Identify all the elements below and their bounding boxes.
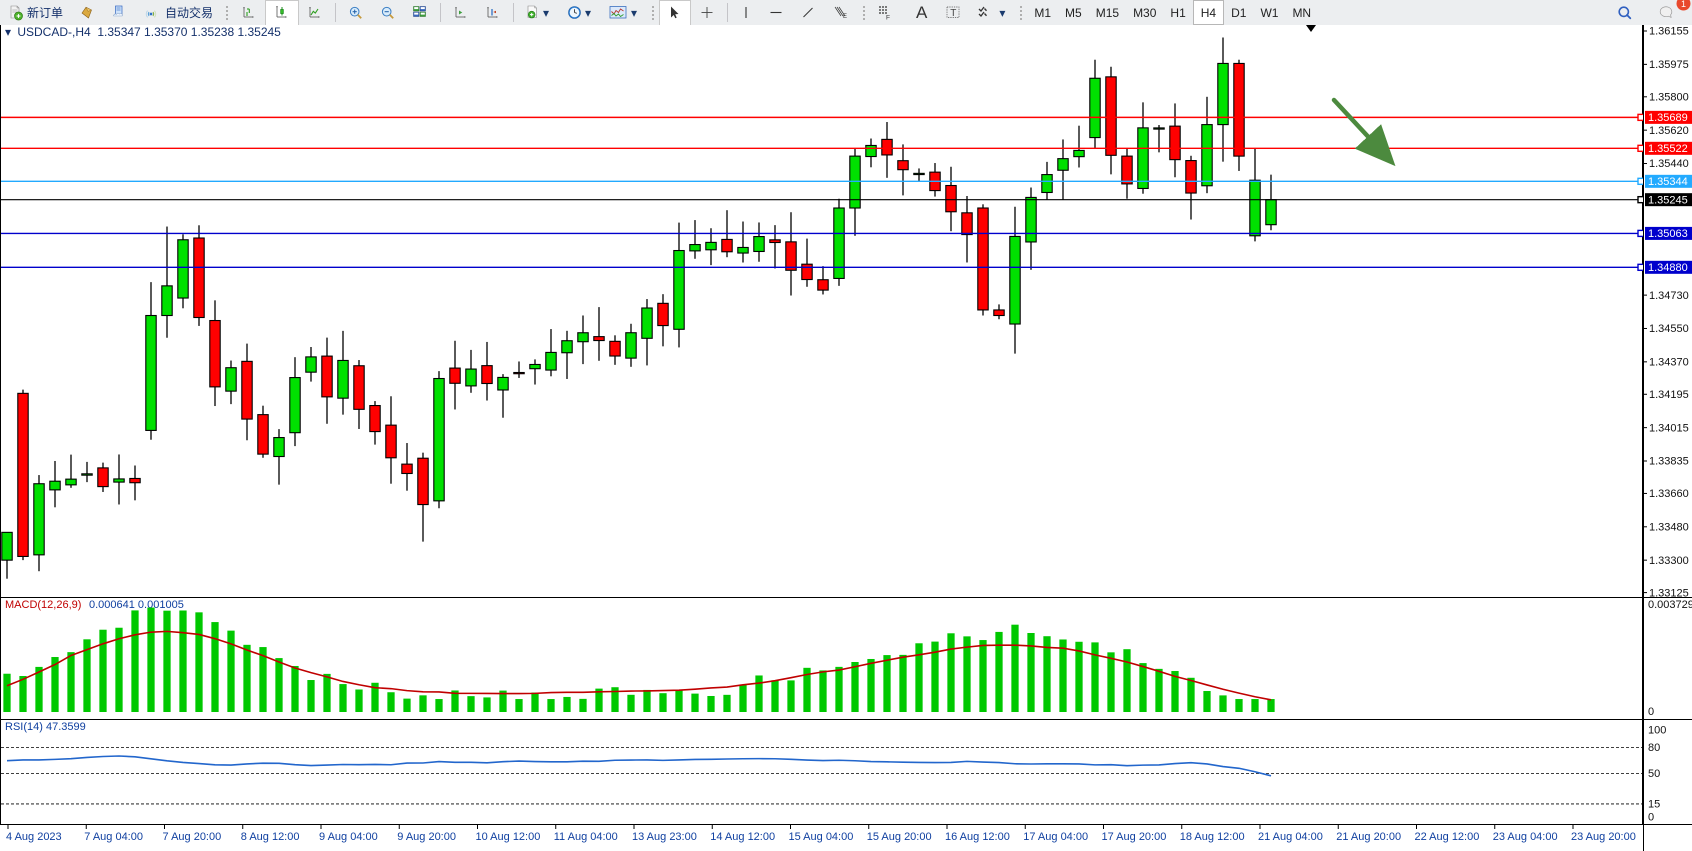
svg-text:1.35440: 1.35440 (1649, 158, 1689, 170)
svg-text:1.33660: 1.33660 (1649, 488, 1689, 500)
svg-text:1.35245: 1.35245 (1648, 194, 1688, 206)
svg-text:8 Aug 12:00: 8 Aug 12:00 (241, 831, 300, 843)
svg-text:1.33300: 1.33300 (1649, 555, 1689, 567)
svg-text:1.35800: 1.35800 (1649, 92, 1689, 104)
svg-text:23 Aug 04:00: 23 Aug 04:00 (1493, 831, 1558, 843)
svg-text:1.35975: 1.35975 (1649, 59, 1689, 71)
svg-text:1.36155: 1.36155 (1649, 26, 1689, 38)
svg-text:15: 15 (1648, 798, 1660, 810)
svg-text:9 Aug 20:00: 9 Aug 20:00 (397, 831, 456, 843)
svg-text:23 Aug 20:00: 23 Aug 20:00 (1571, 831, 1636, 843)
svg-text:1.35689: 1.35689 (1648, 112, 1688, 124)
svg-text:1.35063: 1.35063 (1648, 228, 1688, 240)
svg-text:1: 1 (1681, 0, 1686, 9)
svg-text:15 Aug 04:00: 15 Aug 04:00 (789, 831, 854, 843)
svg-text:7 Aug 20:00: 7 Aug 20:00 (163, 831, 222, 843)
svg-text:9 Aug 04:00: 9 Aug 04:00 (319, 831, 378, 843)
svg-text:1.34880: 1.34880 (1648, 262, 1688, 274)
svg-text:100: 100 (1648, 725, 1666, 737)
svg-text:0: 0 (1648, 706, 1654, 718)
svg-text:10 Aug 12:00: 10 Aug 12:00 (476, 831, 541, 843)
svg-text:1.35522: 1.35522 (1648, 143, 1688, 155)
svg-text:1.34550: 1.34550 (1649, 323, 1689, 335)
svg-text:T: T (951, 8, 957, 19)
svg-text:50: 50 (1648, 768, 1660, 780)
svg-text:11 Aug 04:00: 11 Aug 04:00 (554, 831, 618, 843)
svg-text:17 Aug 20:00: 17 Aug 20:00 (1102, 831, 1167, 843)
svg-text:1.34370: 1.34370 (1649, 357, 1689, 369)
svg-text:1.35344: 1.35344 (1648, 176, 1688, 188)
svg-text:16 Aug 12:00: 16 Aug 12:00 (945, 831, 1010, 843)
svg-text:0.000641 0.001005: 0.000641 0.001005 (89, 599, 184, 611)
svg-text:MACD(12,26,9): MACD(12,26,9) (5, 599, 81, 611)
svg-text:14 Aug 12:00: 14 Aug 12:00 (710, 831, 775, 843)
svg-text:F: F (886, 14, 890, 21)
svg-text:E: E (843, 14, 847, 20)
svg-text:4 Aug 2023: 4 Aug 2023 (6, 831, 62, 843)
svg-text:0: 0 (1648, 812, 1654, 824)
svg-text:1.33835: 1.33835 (1649, 456, 1689, 468)
svg-text:1.34015: 1.34015 (1649, 422, 1689, 434)
svg-text:80: 80 (1648, 742, 1660, 754)
svg-text:15 Aug 20:00: 15 Aug 20:00 (867, 831, 932, 843)
svg-text:22 Aug 12:00: 22 Aug 12:00 (1415, 831, 1480, 843)
svg-text:21 Aug 20:00: 21 Aug 20:00 (1336, 831, 1401, 843)
svg-text:1.33480: 1.33480 (1649, 522, 1689, 534)
svg-text:1.34195: 1.34195 (1649, 389, 1689, 401)
svg-text:21 Aug 04:00: 21 Aug 04:00 (1258, 831, 1323, 843)
svg-text:1.35620: 1.35620 (1649, 125, 1689, 137)
svg-text:17 Aug 04:00: 17 Aug 04:00 (1023, 831, 1088, 843)
svg-text:13 Aug 23:00: 13 Aug 23:00 (632, 831, 697, 843)
svg-text:7 Aug 04:00: 7 Aug 04:00 (84, 831, 143, 843)
svg-text:0.003729: 0.003729 (1648, 599, 1692, 611)
svg-text:RSI(14) 47.3599: RSI(14) 47.3599 (5, 721, 86, 733)
svg-text:18 Aug 12:00: 18 Aug 12:00 (1180, 831, 1245, 843)
svg-text:1.34730: 1.34730 (1649, 290, 1689, 302)
